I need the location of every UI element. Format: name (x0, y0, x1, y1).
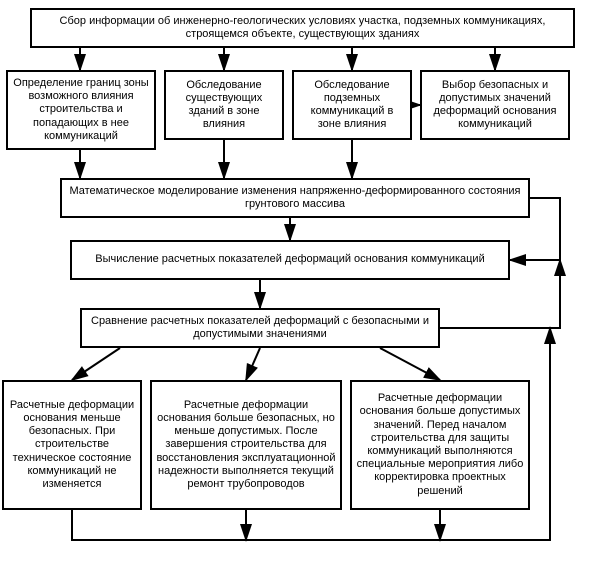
flowchart-node-n4: Обследование подземных коммуникаций в зо… (292, 70, 412, 140)
flowchart-node-n3: Обследование существующих зданий в зоне … (164, 70, 284, 140)
flowchart-node-n5: Выбор безопасных и допустимых значений д… (420, 70, 570, 140)
flowchart-node-n10: Расчетные деформации основания больше бе… (150, 380, 342, 510)
flowchart-node-n9: Расчетные деформации основания меньше бе… (2, 380, 142, 510)
arrow-11 (246, 348, 260, 380)
flowchart-node-n7: Вычисление расчетных показателей деформа… (70, 240, 510, 280)
flowchart-node-n2: Определение границ зоны возможного влиян… (6, 70, 156, 150)
flowchart-node-n8: Сравнение расчетных показателей деформац… (80, 308, 440, 348)
arrow-10 (72, 348, 120, 380)
flowchart-node-n1: Сбор информации об инженерно-геологическ… (30, 8, 575, 48)
flowchart-node-n11: Расчетные деформации основания больше до… (350, 380, 530, 510)
flowchart-node-n6: Математическое моделирование изменения н… (60, 178, 530, 218)
arrow-12 (380, 348, 440, 380)
